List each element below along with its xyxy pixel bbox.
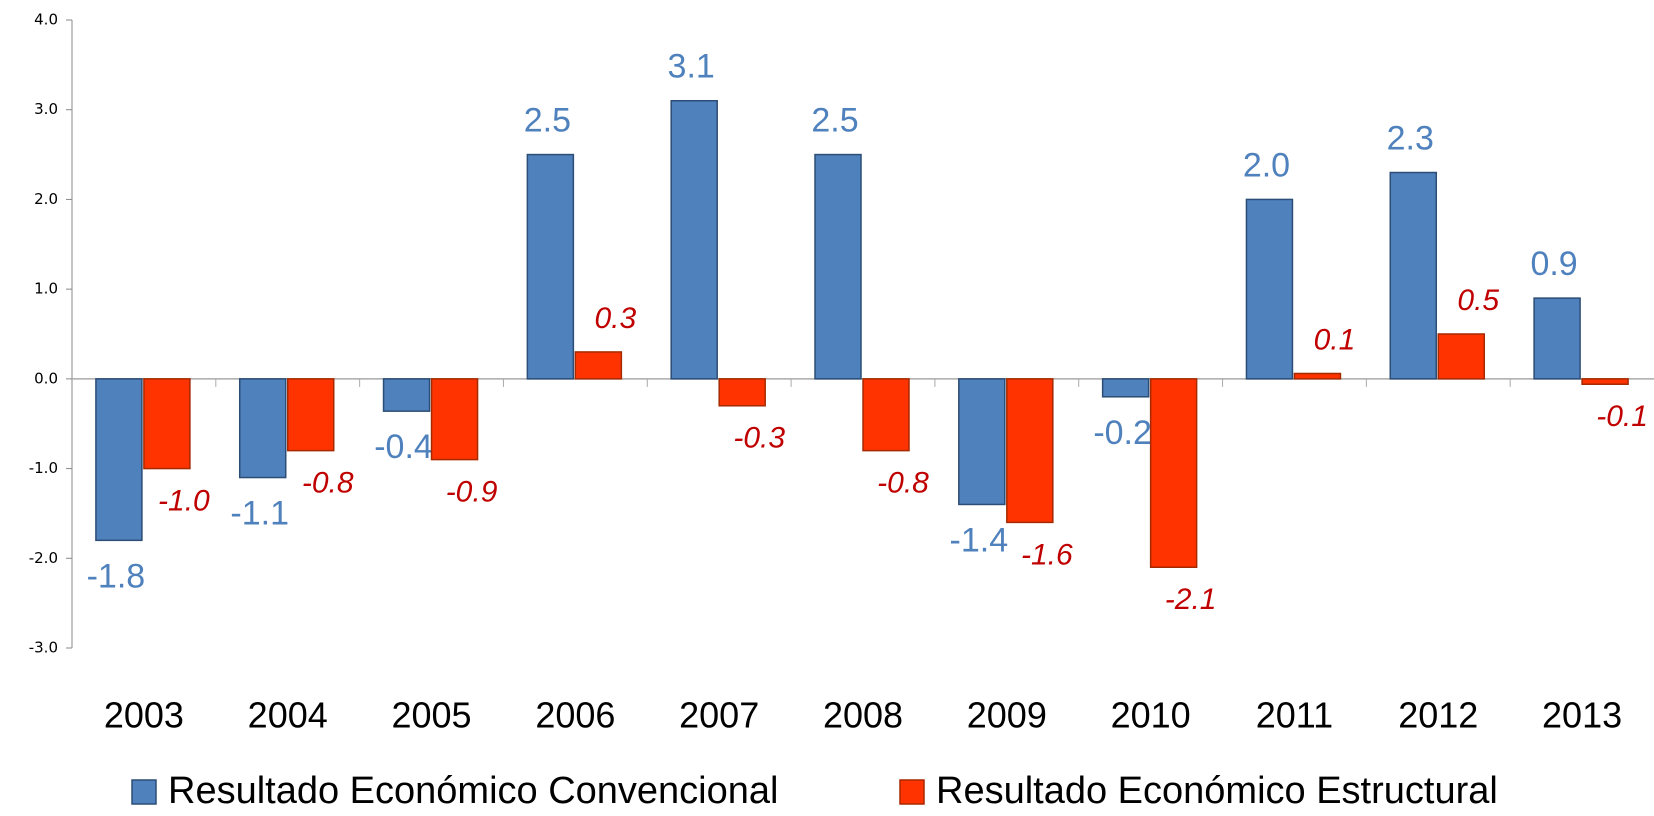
y-tick-label: 1.0 bbox=[34, 280, 58, 298]
value-label: 3.1 bbox=[668, 48, 715, 86]
value-label: 0.3 bbox=[595, 302, 637, 335]
bar bbox=[1389, 171, 1438, 380]
x-tick-label: 2012 bbox=[1398, 695, 1478, 736]
value-label: -0.1 bbox=[1596, 400, 1648, 433]
bar bbox=[1149, 378, 1198, 569]
bar bbox=[1245, 198, 1294, 380]
legend-swatch bbox=[131, 779, 157, 805]
value-label: 2.5 bbox=[811, 102, 858, 140]
value-label: -1.0 bbox=[158, 484, 210, 517]
bar bbox=[1101, 378, 1150, 398]
y-tick-label: -1.0 bbox=[29, 459, 58, 477]
bar bbox=[1437, 333, 1486, 380]
x-tick-label: 2005 bbox=[391, 695, 471, 736]
bar bbox=[238, 378, 287, 479]
x-tick-label: 2007 bbox=[679, 695, 759, 736]
legend-label: Resultado Económico Estructural bbox=[936, 770, 1498, 812]
x-tick-label: 2003 bbox=[104, 695, 184, 736]
value-label: 2.5 bbox=[524, 102, 571, 140]
bar bbox=[1533, 297, 1581, 380]
x-tick-label: 2011 bbox=[1256, 695, 1333, 736]
y-tick-label: 0.0 bbox=[34, 369, 58, 387]
bar bbox=[430, 378, 479, 461]
y-tick-label: 4.0 bbox=[34, 11, 58, 29]
x-tick-label: 2009 bbox=[967, 695, 1047, 736]
value-label: -0.8 bbox=[877, 467, 929, 500]
value-label: -1.1 bbox=[230, 495, 289, 533]
value-label: -0.2 bbox=[1093, 414, 1152, 452]
bar bbox=[1581, 378, 1629, 385]
value-label: 0.5 bbox=[1457, 284, 1499, 317]
bar bbox=[1006, 378, 1054, 524]
bar bbox=[862, 378, 910, 452]
bar bbox=[958, 378, 1006, 506]
bar bbox=[382, 378, 431, 412]
bar bbox=[286, 378, 335, 452]
value-label: 0.9 bbox=[1530, 245, 1577, 283]
x-tick-label: 2004 bbox=[248, 695, 328, 736]
legend-swatch bbox=[899, 779, 925, 805]
y-tick-label: 3.0 bbox=[34, 100, 58, 118]
bar bbox=[1293, 372, 1342, 380]
y-tick-label: -3.0 bbox=[29, 639, 58, 657]
bar bbox=[670, 99, 718, 380]
value-label: -0.8 bbox=[302, 467, 354, 500]
y-tick-label: 2.0 bbox=[34, 190, 58, 208]
x-tick-label: 2013 bbox=[1542, 695, 1622, 736]
legend-label: Resultado Económico Convencional bbox=[168, 770, 778, 812]
bar bbox=[574, 351, 623, 380]
bar bbox=[143, 378, 191, 470]
value-label: -1.4 bbox=[950, 521, 1009, 559]
bar bbox=[526, 153, 575, 380]
bar bbox=[718, 378, 766, 407]
x-tick-label: 2010 bbox=[1111, 695, 1191, 736]
x-tick-label: 2008 bbox=[823, 695, 903, 736]
value-label: 2.3 bbox=[1387, 119, 1434, 157]
y-tick-label: -2.0 bbox=[29, 549, 58, 567]
value-label: -2.1 bbox=[1165, 583, 1217, 616]
x-tick-label: 2006 bbox=[535, 695, 615, 736]
value-label: -0.9 bbox=[446, 476, 498, 509]
bar bbox=[814, 153, 862, 380]
value-label: -0.4 bbox=[374, 428, 433, 466]
value-label: -1.8 bbox=[87, 557, 146, 595]
value-label: -1.6 bbox=[1021, 538, 1073, 571]
value-label: 0.1 bbox=[1314, 323, 1356, 356]
value-label: 2.0 bbox=[1243, 146, 1290, 184]
value-label: -0.3 bbox=[733, 422, 785, 455]
bar bbox=[95, 378, 143, 542]
